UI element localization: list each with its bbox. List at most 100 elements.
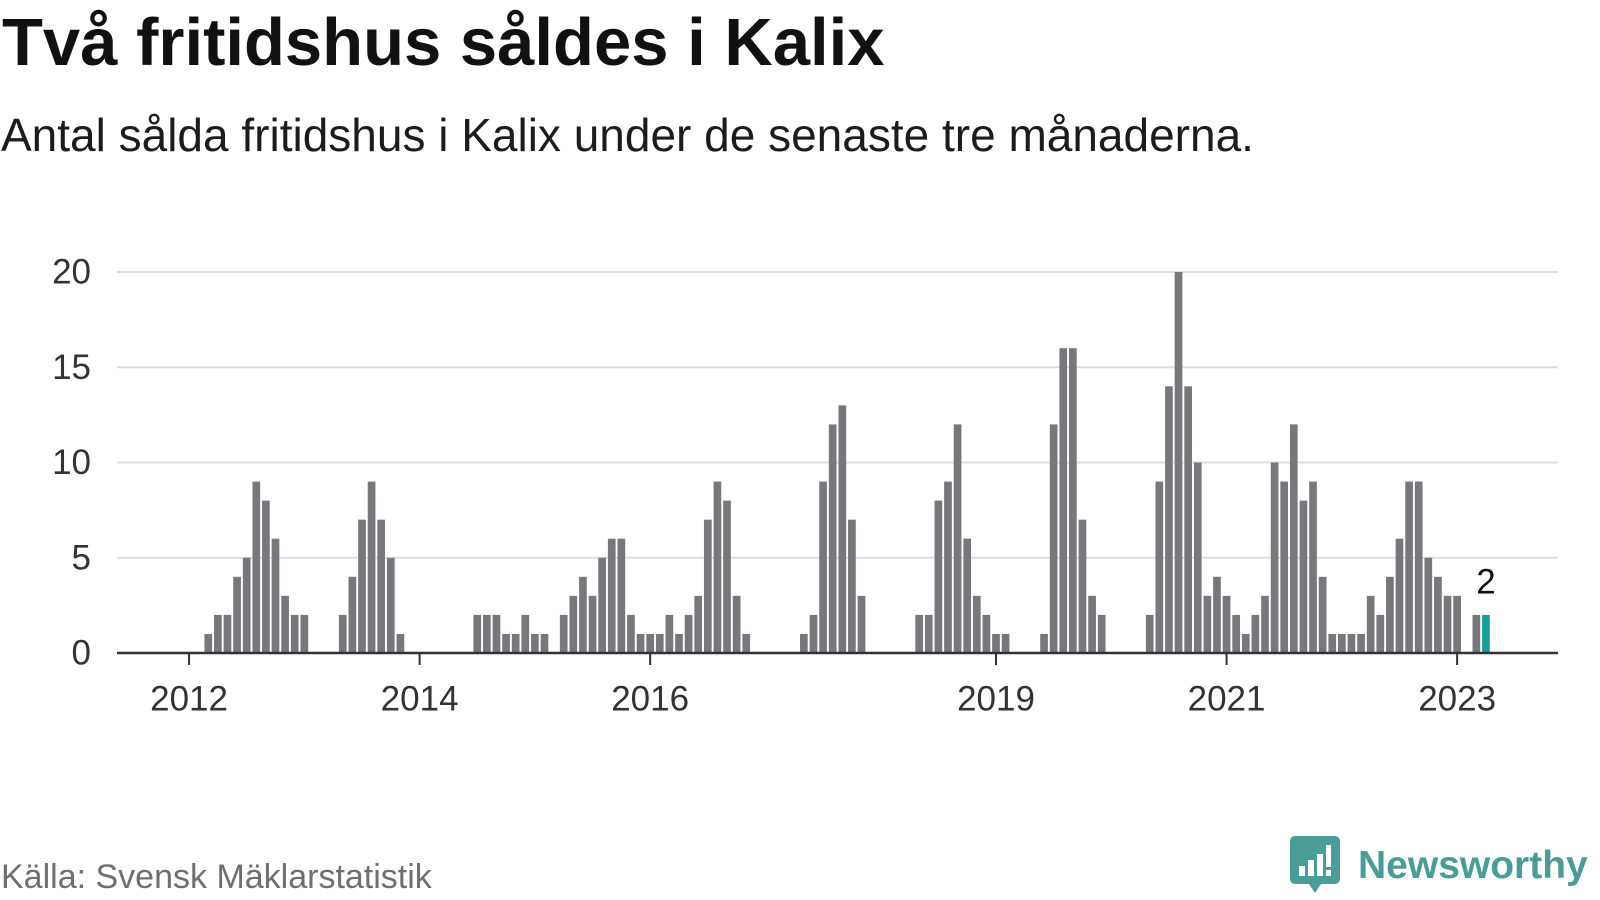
bar: [636, 633, 645, 653]
bar: [233, 576, 241, 653]
bar: [1270, 462, 1279, 653]
bar: [1395, 538, 1404, 653]
bar: [1424, 557, 1433, 653]
y-tick-label: 5: [72, 538, 91, 577]
bar: [540, 633, 549, 653]
bar: [809, 614, 818, 653]
bar: [732, 595, 741, 653]
bar: [1318, 576, 1327, 653]
y-tick-label: 10: [52, 443, 91, 482]
bar: [838, 405, 847, 653]
x-tick-label: 2014: [381, 680, 459, 719]
bar: [694, 595, 703, 653]
bar: [377, 519, 386, 653]
bar: [1165, 386, 1173, 653]
bar: [1040, 633, 1048, 653]
bar: [915, 614, 923, 653]
gridlines: [117, 271, 1558, 559]
x-tick-label: 2012: [150, 680, 228, 719]
bar-highlighted: [1482, 614, 1490, 653]
bar: [281, 595, 289, 653]
bar: [607, 538, 616, 653]
y-tick-label: 0: [72, 634, 91, 673]
bar: [1232, 614, 1241, 653]
bar: [559, 614, 568, 653]
x-axis: 2012 2014 2016 2019 2021 2023: [117, 651, 1558, 719]
bar: [252, 481, 261, 653]
bar: [819, 481, 827, 653]
bar: [684, 614, 693, 653]
bar: [473, 614, 482, 653]
y-tick-label: 20: [52, 253, 91, 292]
bar: [1261, 595, 1269, 653]
bar: [1347, 633, 1356, 653]
bar: [1001, 633, 1010, 653]
bar: [1155, 481, 1164, 653]
bar: [1405, 481, 1413, 653]
bar: [1069, 348, 1077, 653]
bar: [1174, 272, 1183, 653]
bar: [262, 500, 270, 653]
bar: [982, 614, 991, 653]
bar: [1097, 614, 1106, 653]
bar: [617, 538, 626, 653]
bar: [1299, 500, 1308, 653]
chart-subtitle: Antal sålda fritidshus i Kalix under de …: [1, 109, 1254, 161]
y-axis: 0 5 10 15 20: [52, 253, 91, 673]
logo-bubble: [1290, 836, 1340, 893]
bar: [1414, 481, 1423, 653]
bar: [1376, 614, 1385, 653]
x-tick-label: 2016: [611, 680, 689, 719]
bar: [502, 633, 510, 653]
bar: [396, 633, 405, 653]
bar: [924, 614, 933, 653]
bar: [992, 633, 1000, 653]
x-tick-label: 2021: [1188, 680, 1266, 719]
bar: [944, 481, 952, 653]
bar: [271, 538, 280, 653]
bar: [857, 595, 866, 653]
bar: [598, 557, 606, 653]
bar: [953, 424, 962, 653]
x-tick-label: 2023: [1418, 680, 1496, 719]
bar: [290, 614, 299, 653]
bar: [367, 481, 376, 653]
bar: [1357, 633, 1365, 653]
bar: [963, 538, 972, 653]
bar: [531, 633, 539, 653]
bar: [1213, 576, 1221, 653]
bar: [214, 614, 222, 653]
bar: [1434, 576, 1442, 653]
y-tick-label: 15: [52, 348, 91, 387]
source-note: Källa: Svensk Mäklarstatistik: [1, 858, 432, 896]
bar: [627, 614, 635, 653]
bar: [1386, 576, 1394, 653]
bar: [1472, 614, 1481, 653]
bar: [1309, 481, 1317, 653]
bar: [1059, 348, 1068, 653]
bar: [483, 614, 491, 653]
bar: [742, 633, 751, 653]
bar: [1443, 595, 1452, 653]
bar: [655, 633, 664, 653]
bar: [1338, 633, 1346, 653]
bar: [646, 633, 655, 653]
bar: [934, 500, 943, 653]
bar: [972, 595, 981, 653]
bar: [300, 614, 309, 653]
bar: [848, 519, 856, 653]
bar: [1184, 386, 1192, 653]
bar: [713, 481, 722, 653]
chart-title: Två fritidshus såldes i Kalix: [2, 5, 885, 80]
bar: [723, 500, 731, 653]
bar: [1280, 481, 1289, 653]
bar: [338, 614, 347, 653]
bar: [348, 576, 357, 653]
bar: [1289, 424, 1298, 653]
x-tick-label: 2019: [957, 680, 1035, 719]
newsworthy-logo: Newsworthy: [1290, 836, 1588, 894]
data-labels: 2: [1476, 562, 1495, 601]
bar: [204, 633, 213, 653]
